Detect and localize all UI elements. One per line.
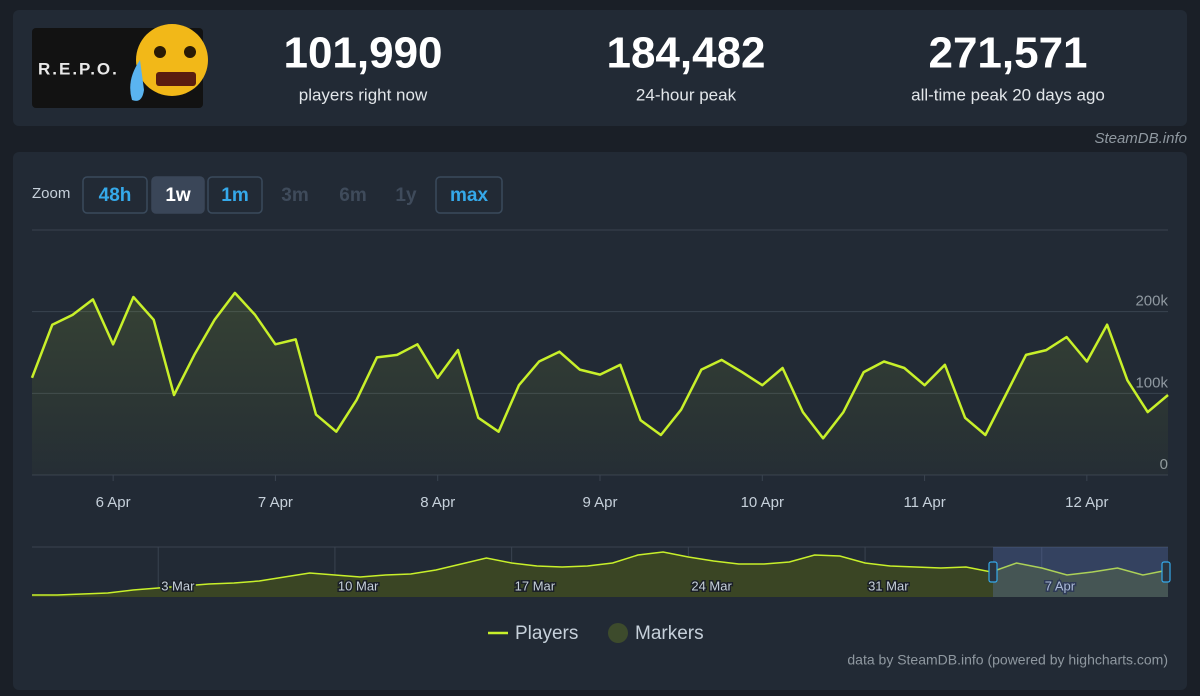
zoom-button[interactable]: 1w [151,176,205,214]
zoom-label: Zoom [32,185,70,202]
navigator-tick-label: 24 Mar [691,578,732,593]
navigator-selection [993,547,1168,597]
stat-label: players right now [299,85,428,104]
zoom-button-label: 1m [221,185,248,206]
navigator-area [32,552,1168,597]
navigator-handle [988,561,998,583]
stat-value: 271,571 [928,29,1087,78]
zoom-button-label: max [450,185,488,206]
legend-label: Markers [635,623,704,644]
zoom-button: 6m [339,185,366,206]
x-tick-label: 10 Apr [741,494,784,511]
zoom-button-bg [151,176,205,214]
zoom-button: 1y [395,185,417,206]
zoom-button[interactable]: 48h [82,176,148,214]
navigator-tick-label: 7 Apr [1045,578,1076,593]
series-area [32,292,1168,475]
zoom-button[interactable]: max [435,176,503,214]
navigator-tick-label: 10 Mar [338,578,379,593]
zoom-button-bg [82,176,148,214]
x-tick-label: 7 Apr [258,494,293,511]
y-tick-label: 200k [1135,293,1168,310]
legend-label: Players [515,623,578,644]
footer-credit: data by SteamDB.info (powered by highcha… [847,652,1168,668]
navigator-line [32,551,1169,596]
legend: Players Markers [488,623,704,644]
navigator-tick-label: 17 Mar [515,578,556,593]
zoom-button[interactable]: 1m [207,176,263,214]
zoom-button-bg [435,176,503,214]
game-logo: R.E.P.O. [32,24,208,108]
navigator-tick-label: 10 Mar [338,578,379,593]
navigator-handle [1161,561,1171,583]
stat-value: 184,482 [606,29,765,78]
navigator-tick-label: 17 Mar [515,578,556,593]
y-tick-label: 100k [1135,374,1168,391]
stat-label: all-time peak 20 days ago [911,85,1105,104]
legend-marker [608,623,628,643]
zoom-button: 3m [281,185,308,206]
navigator-tick-label: 24 Mar [691,578,732,593]
logo-text: R.E.P.O. [38,59,119,78]
navigator-tick-label: 7 Apr [1045,578,1076,593]
navigator-tick-label: 31 Mar [868,578,909,593]
zoom-button-label: 1y [395,185,417,206]
x-tick-label: 12 Apr [1065,494,1108,511]
series-line [30,291,1169,440]
x-tick-label: 11 Apr [903,494,945,511]
stat-value: 101,990 [283,29,442,78]
zoom-button-label: 3m [281,185,308,206]
navigator-tick-label: 3 Mar [161,578,195,593]
navigator-tick-label: 3 Mar [161,578,195,593]
header-panel [13,10,1187,126]
zoom-button-label: 6m [339,185,366,206]
header-credit: SteamDB.info [1094,130,1187,147]
x-tick-label: 8 Apr [420,494,455,511]
zoom-button-bg [207,176,263,214]
zoom-button-label: 1w [165,185,191,206]
x-tick-label: 6 Apr [96,494,131,511]
zoom-button-label: 48h [99,185,132,206]
navigator-tick-label: 31 Mar [868,578,909,593]
x-tick-label: 9 Apr [582,494,617,511]
stat-label: 24-hour peak [636,85,737,104]
